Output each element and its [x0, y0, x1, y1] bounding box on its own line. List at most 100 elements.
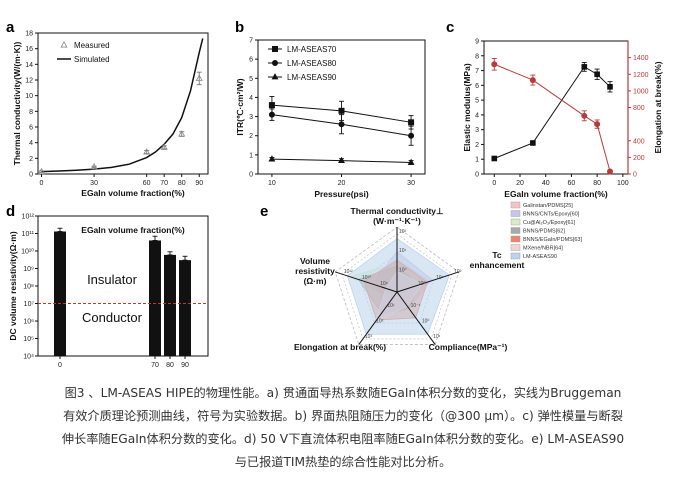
caption-line: 图3 、LM-ASEAS HIPE的物理性能。a) 贯通面导热系数随EGaIn体… — [64, 386, 622, 400]
y-tick-label-b: 7 — [249, 38, 253, 45]
y-tick-label-b: 3 — [249, 114, 253, 121]
elongation-point — [581, 112, 588, 119]
y-tick-label-a: 12 — [25, 78, 33, 85]
y-tick-label-a: 18 — [25, 31, 33, 38]
y-tick-label-a: 14 — [25, 62, 33, 69]
x-tick-label-a: 30 — [90, 180, 98, 187]
radar-axis-label-1: Tc — [492, 250, 502, 260]
y-tick-label-d: 10¹⁰ — [21, 248, 34, 256]
panel-letter-e: e — [260, 203, 268, 220]
legend-swatch-LM-ASEAS90 — [510, 252, 521, 260]
x-tick-label-c: 60 — [568, 180, 576, 187]
radar-tick-label: 10¹ — [399, 248, 407, 254]
radar-axis-label-4: Volume — [300, 256, 330, 266]
y-tick-label-c: 4 — [475, 112, 479, 119]
panel-letter-b: b — [235, 19, 244, 36]
modulus-point — [607, 84, 613, 90]
radar-tick-label: 10¹ — [436, 275, 444, 281]
y-tick-label-c: 8 — [475, 53, 479, 60]
x-axis-label-d: EGaIn volume fraction(%) — [81, 225, 185, 235]
elongation-point — [594, 121, 601, 128]
legend-swatch-BNNS/PDMS[62] — [510, 227, 521, 234]
radar-tick-label: 10⁻¹ — [411, 303, 421, 309]
legend-marker-LM-ASEAS70 — [272, 46, 278, 52]
legend-swatch-BNNS/CNTs/Epoxy[60] — [510, 210, 521, 217]
x-tick-label-b: 30 — [407, 180, 415, 187]
x-tick-label-b: 10 — [268, 180, 276, 187]
point-LM-ASEAS70 — [338, 107, 345, 114]
radar-axis-label-3: Elongation at break(%) — [294, 342, 386, 352]
radar-axis — [358, 291, 398, 345]
y-tick-label-d: 10⁵ — [23, 336, 34, 343]
radar-axis — [396, 291, 436, 345]
x-tick-label-c: 0 — [492, 180, 496, 187]
legend-label-LM-ASEAS80: LM-ASEAS80 — [287, 59, 337, 68]
radar-tick-label: 10⁸ — [380, 281, 388, 287]
point-LM-ASEAS80 — [408, 132, 415, 139]
legend-swatch-BNNS/EGaIn/PDMS[63] — [510, 235, 521, 243]
y-tick-label-b: 0 — [249, 172, 253, 179]
caption-line: 伸长率随EGaIn体积分数的变化。d) 50 V下直流体积电阻率随EGaIn体积… — [61, 432, 625, 446]
modulus-point — [581, 64, 588, 70]
y-tick-label-b: 5 — [249, 76, 253, 83]
point-LM-ASEAS70 — [408, 119, 415, 126]
legend-label-MXene/NBR[64]: MXene/NBR[64] — [523, 246, 563, 252]
insulator-label: Insulator — [87, 272, 138, 287]
legend-marker-LM-ASEAS90 — [271, 73, 279, 80]
legend-marker-measured — [60, 41, 68, 48]
y-tick-label-d: 10¹² — [22, 214, 35, 221]
radar-tick-label: 10³ — [365, 334, 373, 340]
y-tick-label-d: 10¹¹ — [22, 231, 35, 238]
y2-tick-label-c: 1200 — [633, 72, 649, 79]
measured-point — [143, 148, 151, 155]
x-tick-label-b: 20 — [338, 180, 346, 187]
caption-line: 有效介质理论预测曲线，符号为实验数据。b) 界面热阻随压力的变化（@300 μm… — [63, 409, 623, 423]
y-tick-label-c: 0 — [475, 172, 479, 179]
point-LM-ASEAS70 — [268, 102, 275, 109]
x-axis-label-c: EGaIn volume fraction(%) — [504, 189, 608, 199]
y2-tick-label-c: 800 — [633, 105, 645, 112]
radar-axis-label-4: resistivity — [295, 266, 335, 276]
x-tick-label-c: 100 — [617, 180, 629, 187]
x-tick-label-c: 80 — [593, 180, 601, 187]
bar-80 — [164, 254, 176, 356]
panel-letter-d: d — [6, 203, 15, 220]
radar-axis-label-0: Thermal conductivity⊥ — [351, 206, 444, 216]
y-tick-label-a: 0 — [29, 172, 33, 179]
bar-90 — [179, 260, 191, 356]
conductor-label: Conductor — [82, 310, 143, 325]
radar-axis-label-4: (Ω·m) — [304, 276, 327, 286]
modulus-line — [494, 66, 611, 159]
y-tick-label-d: 10⁷ — [24, 301, 35, 308]
modulus-point — [594, 71, 600, 78]
y-tick-label-c: 1 — [475, 157, 479, 164]
y-tick-label-c: 9 — [475, 39, 479, 46]
legend-label-BNNS/PDMS[62]: BNNS/PDMS[62] — [523, 229, 565, 235]
point-LM-ASEAS90 — [338, 156, 345, 164]
x-axis-label-a: EGaIn volume fraction(%) — [81, 188, 185, 198]
panel-letter-c: c — [446, 19, 454, 36]
x-tick-label-a: 0 — [40, 180, 44, 187]
x-tick-label-d: 90 — [181, 362, 189, 369]
legend-swatch-MXene/NBR[64] — [510, 244, 521, 251]
panel-a-frame — [37, 32, 209, 175]
measured-point — [90, 162, 98, 170]
y-tick-label-d: 10⁹ — [23, 266, 34, 273]
y2-tick-label-c: 0 — [633, 172, 637, 179]
y2-tick-label-c: 1000 — [633, 88, 649, 95]
modulus-point — [530, 140, 536, 146]
y-tick-label-c: 5 — [475, 98, 479, 105]
x-tick-label-a: 60 — [143, 180, 151, 187]
x-tick-label-a: 80 — [178, 180, 186, 187]
y-tick-label-c: 7 — [475, 68, 479, 75]
point-LM-ASEAS80 — [338, 121, 345, 128]
radar-outer-ring — [334, 226, 460, 345]
radar-tick-label: 10² — [376, 318, 384, 324]
y-tick-label-a: 4 — [29, 140, 33, 147]
figure-caption: 图3 、LM-ASEAS HIPE的物理性能。a) 贯通面导热系数随EGaIn体… — [0, 382, 686, 474]
y-axis-label-d: DC volume resistivity(Ω·m) — [8, 231, 18, 340]
legend-swatch-Cu@Al₂O₃/Epoxy[61] — [510, 218, 521, 226]
measured-point — [37, 167, 46, 175]
x-axis-label-b: Pressure(psi) — [314, 189, 368, 199]
